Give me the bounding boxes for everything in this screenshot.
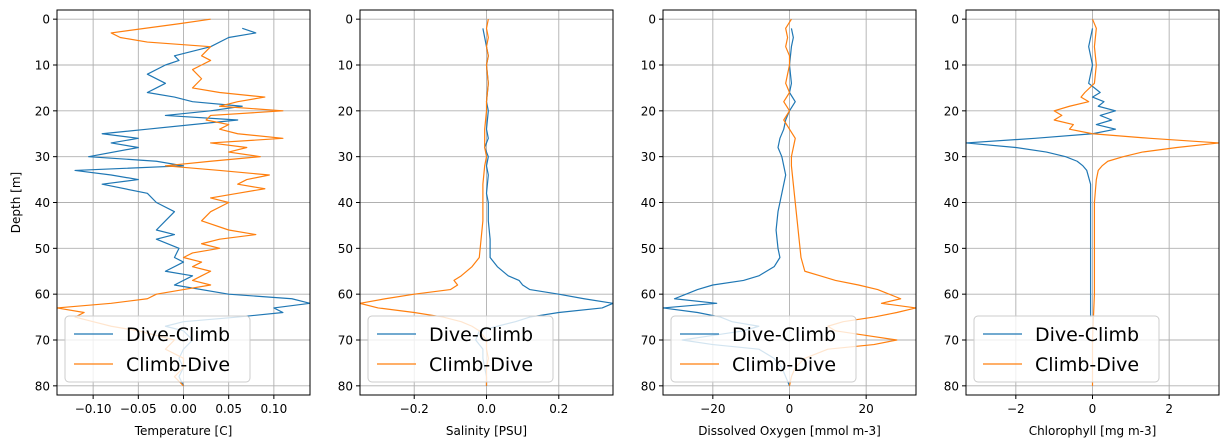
x-tick-label: −0.2 xyxy=(400,402,429,416)
y-tick-label: 70 xyxy=(35,334,50,348)
y-tick-label: 50 xyxy=(641,242,656,256)
y-tick-label: 20 xyxy=(944,104,959,118)
legend: Dive-Climb Climb-Dive xyxy=(64,315,251,383)
legend-label: Dive-Climb xyxy=(1035,324,1139,346)
legend-box xyxy=(367,315,554,383)
chart-panel-2: −0.2 0.0 0.2 0 10 20 30 40 50 60 70 80 Salinity [PSU… xyxy=(338,9,614,438)
x-axis-label: Temperature [C] xyxy=(134,424,233,438)
x-tick-label: 0 xyxy=(786,402,794,416)
y-tick-label: 60 xyxy=(641,288,656,302)
x-tick-label: −0.05 xyxy=(120,402,157,416)
y-tick-label: 70 xyxy=(338,334,353,348)
y-tick-label: 0 xyxy=(42,13,50,27)
x-tick-label: 0.0 xyxy=(477,402,496,416)
plot-area xyxy=(57,18,310,387)
legend: Dive-Climb Climb-Dive xyxy=(670,315,857,383)
y-tick-label: 10 xyxy=(338,59,353,73)
y-tick-label: 10 xyxy=(641,59,656,73)
x-axis-label: Salinity [PSU] xyxy=(446,424,527,438)
y-tick-label: 80 xyxy=(338,379,353,393)
x-tick-label: −2 xyxy=(1007,402,1025,416)
y-tick-label: 30 xyxy=(35,150,50,164)
series-line-climb-dive xyxy=(783,18,916,386)
y-axis-label: Depth [m] xyxy=(9,172,23,233)
x-tick-label: 0.00 xyxy=(170,402,197,416)
y-tick-label: 20 xyxy=(35,104,50,118)
y-tick-label: 30 xyxy=(338,150,353,164)
y-tick-label: 40 xyxy=(35,196,50,210)
legend-label: Dive-Climb xyxy=(429,324,533,346)
y-tick-label: 50 xyxy=(35,242,50,256)
legend-box xyxy=(670,315,857,383)
y-tick-label: 10 xyxy=(944,59,959,73)
y-tick-label: 60 xyxy=(944,288,959,302)
legend-label: Climb-Dive xyxy=(429,354,533,376)
x-tick-label: −20 xyxy=(700,402,725,416)
y-tick-label: 20 xyxy=(641,104,656,118)
x-axis-label: Dissolved Oxygen [mmol m-3] xyxy=(698,424,881,438)
chart-panel-1: −0.10 −0.05 0.00 0.05 0.10 0 10 20 30 40 50 60 70 80 T… xyxy=(9,9,311,438)
x-tick-label: 0.10 xyxy=(260,402,287,416)
y-tick-label: 70 xyxy=(641,334,656,348)
y-tick-label: 60 xyxy=(35,288,50,302)
series-line-dive-climb xyxy=(966,28,1117,318)
x-tick-label: 0 xyxy=(1089,402,1097,416)
y-tick-label: 0 xyxy=(345,13,353,27)
plot-area xyxy=(966,18,1219,386)
y-tick-label: 40 xyxy=(944,196,959,210)
legend-label: Climb-Dive xyxy=(1035,354,1139,376)
y-tick-label: 80 xyxy=(641,379,656,393)
y-tick-label: 0 xyxy=(951,13,959,27)
y-tick-label: 0 xyxy=(648,13,656,27)
y-tick-label: 20 xyxy=(338,104,353,118)
series-line-climb-dive xyxy=(57,18,284,387)
y-tick-label: 10 xyxy=(35,59,50,73)
x-tick-label: 0.2 xyxy=(549,402,568,416)
legend-label: Dive-Climb xyxy=(732,324,836,346)
legend-box xyxy=(973,315,1160,383)
y-tick-label: 50 xyxy=(944,242,959,256)
legend: Dive-Climb Climb-Dive xyxy=(973,315,1160,383)
legend-label: Dive-Climb xyxy=(126,324,230,346)
x-tick-label: 0.05 xyxy=(215,402,242,416)
legend-label: Climb-Dive xyxy=(732,354,836,376)
y-tick-label: 40 xyxy=(338,196,353,210)
chart-panel-3: −20 0 20 0 10 20 30 40 50 60 70 80 Dissolved Oxygen … xyxy=(641,9,917,438)
y-tick-label: 30 xyxy=(641,150,656,164)
legend-box xyxy=(64,315,251,383)
y-tick-label: 70 xyxy=(944,334,959,348)
y-tick-label: 50 xyxy=(338,242,353,256)
series-line-climb-dive xyxy=(1053,18,1219,386)
x-axis-label: Chlorophyll [mg m-3] xyxy=(1029,424,1157,438)
x-tick-label: 2 xyxy=(1165,402,1173,416)
y-tick-label: 80 xyxy=(35,379,50,393)
x-tick-label: −0.10 xyxy=(75,402,112,416)
legend-label: Climb-Dive xyxy=(126,354,230,376)
x-tick-label: 20 xyxy=(859,402,874,416)
y-tick-label: 40 xyxy=(641,196,656,210)
series-line-dive-climb xyxy=(74,27,310,387)
y-tick-label: 80 xyxy=(944,379,959,393)
y-tick-label: 60 xyxy=(338,288,353,302)
y-tick-label: 30 xyxy=(944,150,959,164)
legend: Dive-Climb Climb-Dive xyxy=(367,315,554,383)
